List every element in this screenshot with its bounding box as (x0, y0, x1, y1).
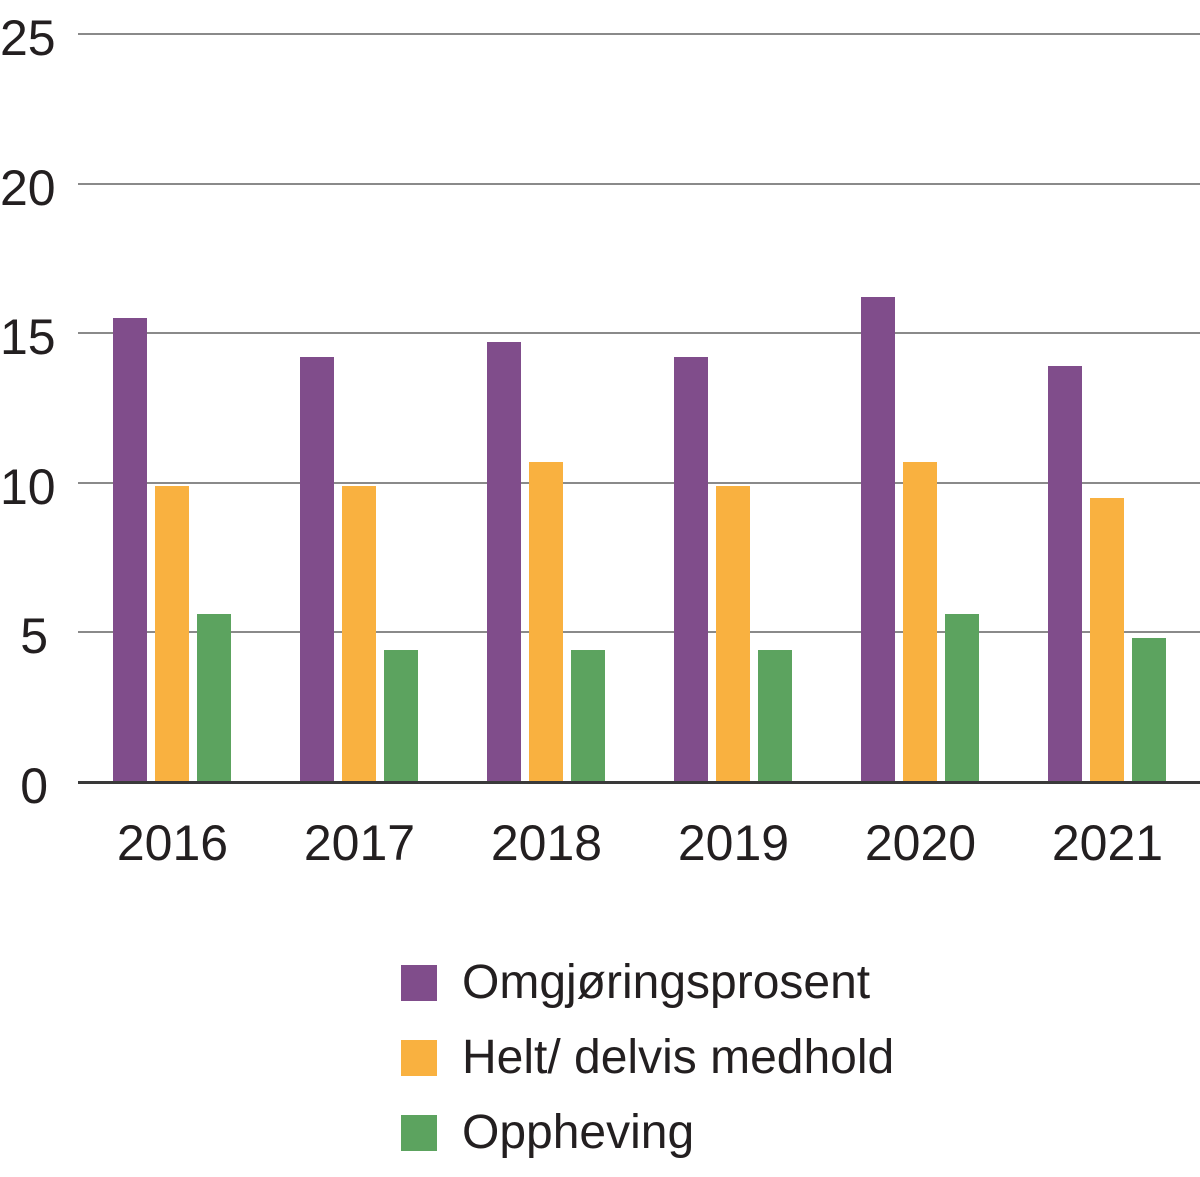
legend-swatch-omgjoringsprosent-icon (401, 964, 437, 1001)
bar-2017-series-1 (342, 486, 376, 782)
bar-2017-series-2 (384, 650, 418, 782)
legend-label-helt-delvis-medhold: Helt/ delvis medhold (462, 1031, 895, 1084)
gridline-y-5 (78, 631, 1200, 634)
bar-2020-series-2 (945, 614, 979, 782)
legend-label-oppheving: Oppheving (462, 1106, 695, 1159)
bar-2016-series-1 (155, 486, 189, 782)
bar-2019-series-2 (758, 650, 792, 782)
y-axis-tick-label-0: 0 (20, 758, 48, 814)
gridline-y-10 (78, 481, 1200, 484)
bar-2021-series-1 (1090, 498, 1124, 782)
x-axis-tick-label-2016: 2016 (116, 815, 229, 871)
bar-2021-series-0 (1048, 366, 1082, 782)
bar-2016-series-0 (113, 318, 147, 782)
x-axis-tick-label-2017: 2017 (303, 815, 416, 871)
x-axis-tick-label-2018: 2018 (490, 815, 603, 871)
legend-item-helt-delvis-medhold: Helt/ delvis medhold (401, 1031, 895, 1084)
gridline-y-20 (78, 182, 1200, 185)
legend-item-omgjoringsprosent: Omgjøringsprosent (401, 956, 894, 1009)
bar-2018-series-2 (571, 650, 605, 782)
x-axis-tick-label-2019: 2019 (677, 815, 790, 871)
y-axis-tick-label-15: 15 (0, 309, 56, 366)
bar-2019-series-0 (674, 357, 708, 782)
bar-2018-series-1 (529, 462, 563, 782)
legend-item-oppheving: Oppheving (401, 1106, 894, 1159)
bar-2019-series-1 (716, 486, 750, 782)
gridline-y-15 (78, 332, 1200, 335)
gridline-y-25 (78, 33, 1200, 35)
legend-swatch-oppheving-icon (401, 1114, 437, 1151)
legend-label-omgjoringsprosent: Omgjøringsprosent (462, 956, 871, 1009)
y-axis-tick-label-10: 10 (0, 458, 56, 515)
y-axis-tick-label-5: 5 (20, 608, 48, 665)
y-axis-tick-label-20: 20 (0, 159, 56, 216)
y-axis-tick-label-25: 25 (0, 10, 56, 66)
bar-2018-series-0 (487, 342, 521, 782)
bar-2016-series-2 (197, 614, 231, 782)
legend-swatch-helt-delvis-medhold-icon (401, 1039, 437, 1076)
x-axis-line (78, 781, 1200, 784)
x-axis-tick-label-2021: 2021 (1051, 815, 1164, 871)
bar-2017-series-0 (300, 357, 334, 782)
bar-2020-series-1 (903, 462, 937, 782)
bar-2020-series-0 (861, 297, 895, 782)
bar-2021-series-2 (1132, 638, 1166, 782)
x-axis-tick-label-2020: 2020 (864, 815, 977, 871)
chart-legend: Omgjøringsprosent Helt/ delvis medhold O… (401, 956, 895, 1177)
